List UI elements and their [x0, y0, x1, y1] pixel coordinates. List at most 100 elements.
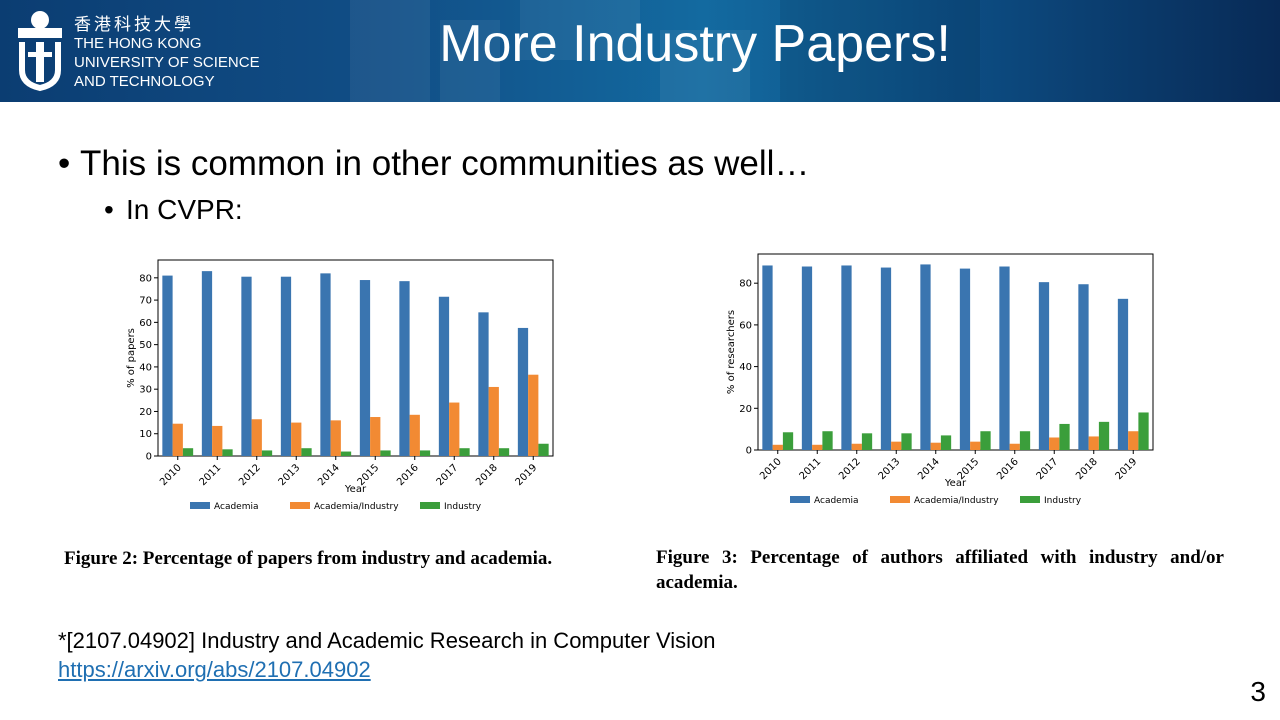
bar-academia-2013	[880, 267, 892, 450]
bar-industry-2011	[822, 431, 833, 450]
bar-industry-2016	[1019, 431, 1031, 450]
bar-academia-industry-2010	[172, 423, 183, 456]
y-tick-label: 60	[739, 320, 752, 331]
bar-academia-2010	[162, 275, 173, 456]
bar-industry-2019	[1138, 412, 1149, 450]
bar-academia-industry-2017	[449, 402, 460, 456]
bar-industry-2015	[980, 431, 991, 450]
bar-academia-industry-2010	[772, 444, 783, 450]
legend-swatch	[1020, 496, 1040, 503]
hkust-logo-icon	[18, 11, 62, 92]
x-tick-label: 2019	[1114, 456, 1140, 482]
bar-academia-2016	[999, 266, 1010, 450]
bar-industry-2019	[538, 443, 549, 456]
university-name-line: THE HONG KONG	[74, 35, 202, 52]
legend-swatch	[890, 496, 910, 503]
x-tick-label: 2012	[237, 462, 263, 488]
figure3-caption: Figure 3: Percentage of authors affiliat…	[656, 547, 1224, 593]
bar-academia-industry-2013	[291, 422, 302, 456]
reference-text: *[2107.04902] Industry and Academic Rese…	[58, 628, 716, 653]
y-tick-label: 20	[139, 407, 152, 418]
bar-industry-2013	[301, 448, 312, 456]
bar-academia-2017	[438, 296, 450, 456]
legend-label: Industry	[1044, 496, 1082, 506]
bar-academia-industry-2019	[1128, 431, 1139, 450]
header-banner: 香港科技大學 THE HONG KONG UNIVERSITY OF SCIEN…	[0, 0, 1280, 102]
y-tick-label: 0	[746, 446, 752, 457]
bar-industry-2014	[940, 435, 952, 450]
university-name-line: AND TECHNOLOGY	[74, 73, 215, 90]
y-tick-label: 40	[139, 362, 152, 373]
legend-label: Academia	[214, 502, 259, 512]
legend-swatch	[190, 502, 210, 509]
x-tick-label: 2010	[158, 462, 184, 488]
y-tick-label: 30	[139, 385, 152, 396]
sub-bullet-text: In CVPR:	[126, 194, 243, 225]
x-tick-label: 2011	[798, 456, 824, 482]
y-tick-label: 20	[739, 404, 752, 415]
papers-bar-chart: 0 10 20 30 40 50 60 70 80 2010 2011 2012 2013 2014 201…	[126, 259, 554, 512]
bar-industry-2011	[222, 449, 233, 456]
legend-label: Academia/Industry	[914, 496, 999, 506]
x-tick-label: 2013	[277, 462, 303, 488]
x-tick-label: 2018	[1074, 456, 1100, 482]
bar-academia-2015	[359, 280, 371, 456]
bar-industry-2010	[182, 448, 194, 456]
bar-academia-2018	[478, 312, 489, 456]
x-tick-label: 2016	[395, 462, 421, 488]
y-tick-label: 50	[139, 340, 152, 351]
x-axis-label: Year	[344, 484, 367, 495]
x-tick-label: 2019	[514, 462, 540, 488]
sub-bullet: • In CVPR:	[104, 194, 243, 226]
x-tick-label: 2018	[474, 462, 500, 488]
bar-industry-2018	[498, 448, 510, 456]
bullet-dot-icon: •	[58, 144, 71, 183]
x-axis-label: Year	[944, 478, 967, 489]
bar-academia-industry-2019	[528, 374, 539, 456]
bar-academia-2010	[762, 265, 773, 450]
bar-academia-2014	[920, 264, 931, 450]
y-tick-label: 0	[146, 452, 152, 463]
y-tick-label: 80	[739, 279, 752, 290]
university-name-english: THE HONG KONG UNIVERSITY OF SCIENCE AND …	[74, 34, 260, 91]
legend-swatch	[290, 502, 310, 509]
x-tick-label: 2014	[316, 462, 342, 488]
x-tick-label: 2012	[837, 456, 863, 482]
bar-academia-2012	[841, 265, 852, 450]
bar-academia-2018	[1078, 284, 1089, 450]
bar-academia-2017	[1038, 282, 1050, 450]
bar-academia-2012	[241, 276, 252, 456]
bar-academia-industry-2018	[1088, 436, 1099, 450]
bar-industry-2018	[1098, 421, 1110, 450]
plot-frame	[757, 253, 1154, 451]
bar-industry-2016	[419, 450, 431, 456]
y-axis-label: % of researchers	[726, 310, 737, 394]
bar-academia-industry-2014	[330, 420, 341, 456]
y-tick-label: 80	[139, 273, 152, 284]
x-tick-label: 2013	[877, 456, 903, 482]
y-tick-label: 40	[739, 362, 752, 373]
bar-academia-industry-2015	[970, 441, 981, 450]
y-tick-label: 70	[139, 296, 152, 307]
bar-academia-2011	[201, 271, 213, 456]
legend-label: Industry	[444, 502, 482, 512]
y-tick-label: 60	[139, 318, 152, 329]
bar-industry-2012	[861, 433, 873, 450]
x-tick-label: 2010	[758, 456, 784, 482]
legend-label: Academia	[814, 496, 859, 506]
legend-swatch	[420, 502, 440, 509]
slide-title: More Industry Papers!	[439, 15, 951, 73]
bar-academia-industry-2013	[891, 441, 902, 450]
university-name-line: UNIVERSITY OF SCIENCE	[74, 54, 260, 71]
bar-industry-2015	[380, 450, 391, 456]
reference-link[interactable]: https://arxiv.org/abs/2107.04902	[58, 657, 371, 682]
page-number: 3	[1250, 676, 1266, 707]
bar-industry-2017	[459, 448, 470, 456]
x-tick-label: 2014	[916, 456, 942, 482]
x-tick-label: 2017	[1035, 456, 1061, 482]
y-axis-label: % of papers	[126, 328, 137, 388]
bar-academia-2014	[320, 273, 331, 456]
bar-academia-2019	[517, 327, 529, 456]
bar-academia-industry-2011	[212, 425, 223, 456]
legend-swatch	[790, 496, 810, 503]
